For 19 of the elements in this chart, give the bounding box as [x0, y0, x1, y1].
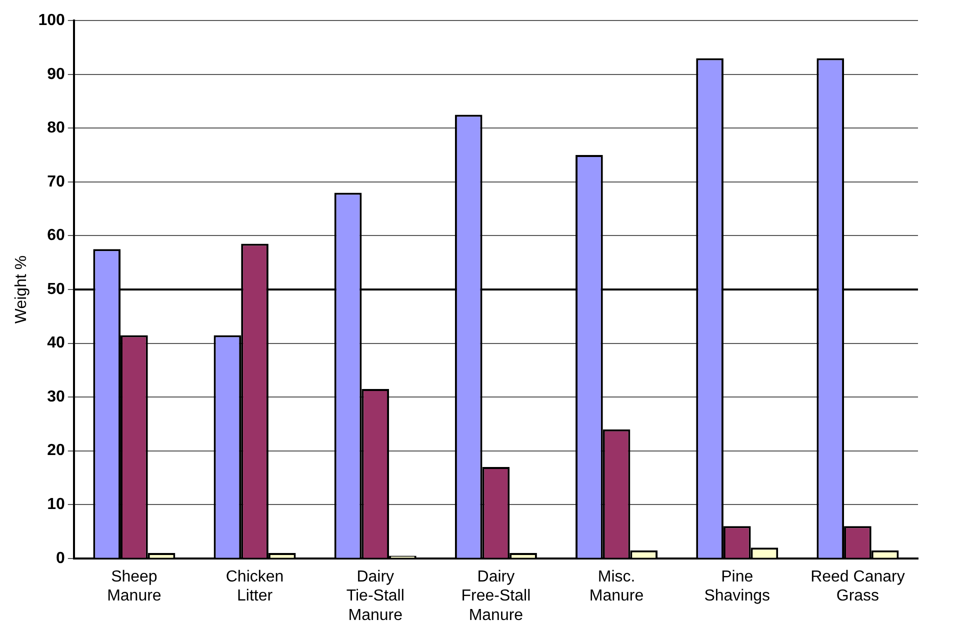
x-tick-label: Dairy Free-Stall Manure — [461, 568, 531, 624]
y-tick-label: 10 — [47, 496, 65, 514]
y-tick-label: 0 — [56, 550, 65, 567]
y-tick-label: 30 — [47, 388, 65, 406]
x-tick-label: Dairy Tie-Stall Manure — [346, 568, 404, 624]
y-tick-label: 80 — [47, 120, 65, 137]
y-tick-label: 70 — [47, 173, 65, 190]
x-tick-label: Reed Canary Grass — [810, 568, 905, 605]
y-tick-label: 20 — [47, 442, 65, 460]
x-tick-label: Chicken Litter — [226, 568, 284, 605]
x-tick-label: Misc. Manure — [589, 568, 644, 605]
x-tick-label: Sheep Manure — [107, 568, 162, 605]
y-axis-title: Weight % — [13, 255, 30, 324]
x-tick-label: Pine Shavings — [704, 568, 770, 605]
y-tick-label: 40 — [47, 334, 65, 352]
y-tick-label: 100 — [38, 12, 65, 30]
y-tick-label: 50 — [47, 280, 65, 298]
y-tick-label: 60 — [47, 227, 65, 244]
y-tick-label: 90 — [47, 66, 65, 83]
